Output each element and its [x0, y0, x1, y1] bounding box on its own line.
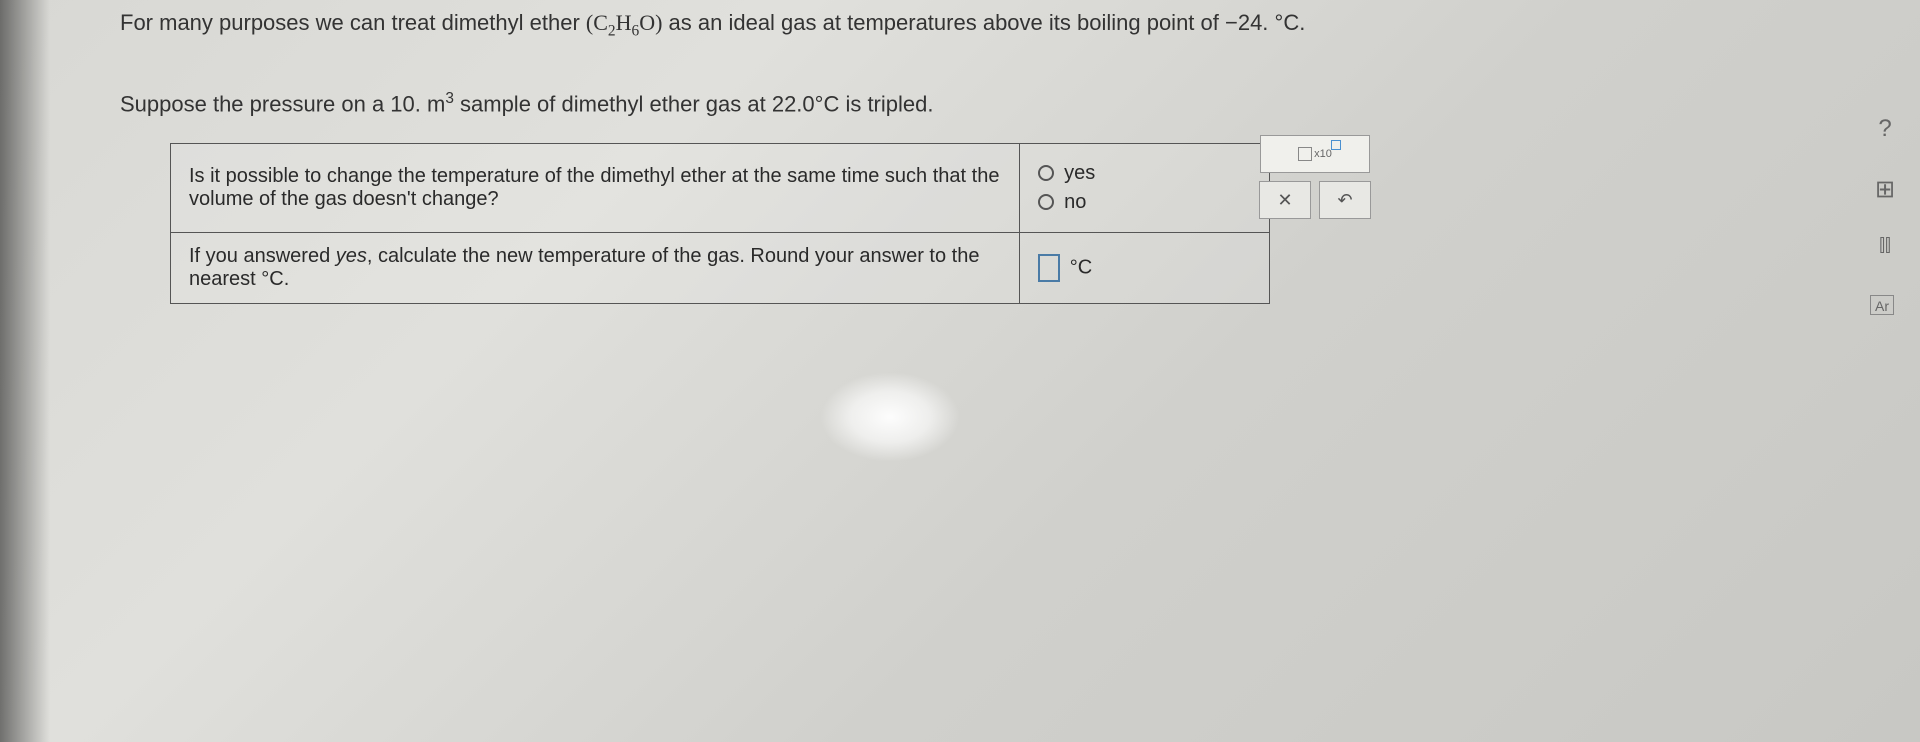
- radio-yes-label: yes: [1064, 162, 1095, 185]
- x10-label: x10: [1314, 148, 1332, 160]
- side-toolbar: ? ⊞ ⫿⫿ Ar: [1870, 115, 1900, 315]
- suppose-suffix: sample of dimethyl ether gas at 22.0°C i…: [454, 92, 934, 117]
- table-row: Is it possible to change the temperature…: [171, 143, 1270, 232]
- suppose-text: Suppose the pressure on a 10. m3 sample …: [120, 90, 1800, 117]
- sci-exp-icon: [1331, 140, 1341, 150]
- periodic-table-icon[interactable]: Ar: [1870, 295, 1894, 315]
- close-icon: ✕: [1277, 190, 1292, 211]
- formula-o: O: [639, 10, 655, 35]
- question2-prefix: If you answered: [189, 245, 336, 267]
- formula-h: H: [616, 10, 632, 35]
- sci-box-icon: [1298, 147, 1312, 161]
- answer1-cell: yes no: [1020, 143, 1270, 232]
- formula-sub2: 2: [608, 22, 616, 39]
- suppose-prefix: Suppose the pressure on a 10. m: [120, 92, 445, 117]
- calculator-icon[interactable]: ⊞: [1870, 175, 1900, 205]
- graph-icon[interactable]: ⫿⫿: [1870, 235, 1900, 265]
- close-button[interactable]: ✕: [1259, 181, 1311, 219]
- question2-yes: yes: [336, 245, 367, 267]
- table-row: If you answered yes, calculate the new t…: [171, 232, 1270, 303]
- sci-notation-button[interactable]: x10: [1260, 135, 1370, 173]
- radio-no-row[interactable]: no: [1038, 191, 1251, 214]
- temperature-input[interactable]: [1038, 254, 1060, 282]
- tool-panel: x10 ✕ ↶: [1250, 135, 1380, 227]
- undo-button[interactable]: ↶: [1319, 181, 1371, 219]
- question1-text: Is it possible to change the temperature…: [189, 165, 999, 210]
- radio-no-icon[interactable]: [1038, 194, 1054, 210]
- undo-icon: ↶: [1337, 190, 1352, 211]
- intro-prefix: For many purposes we can treat dimethyl …: [120, 10, 586, 35]
- help-icon[interactable]: ?: [1870, 115, 1900, 145]
- radio-yes-row[interactable]: yes: [1038, 162, 1251, 185]
- formula-c: C: [593, 10, 608, 35]
- answer2-cell: °C: [1020, 232, 1270, 303]
- question1-cell: Is it possible to change the temperature…: [171, 143, 1020, 232]
- suppose-sup: 3: [445, 90, 454, 107]
- radio-no-label: no: [1064, 191, 1086, 214]
- radio-yes-icon[interactable]: [1038, 165, 1054, 181]
- unit-label: °C: [1070, 256, 1092, 278]
- question-table: Is it possible to change the temperature…: [170, 143, 1270, 304]
- intro-suffix: as an ideal gas at temperatures above it…: [662, 10, 1305, 35]
- question2-cell: If you answered yes, calculate the new t…: [171, 232, 1020, 303]
- intro-text: For many purposes we can treat dimethyl …: [120, 10, 1800, 40]
